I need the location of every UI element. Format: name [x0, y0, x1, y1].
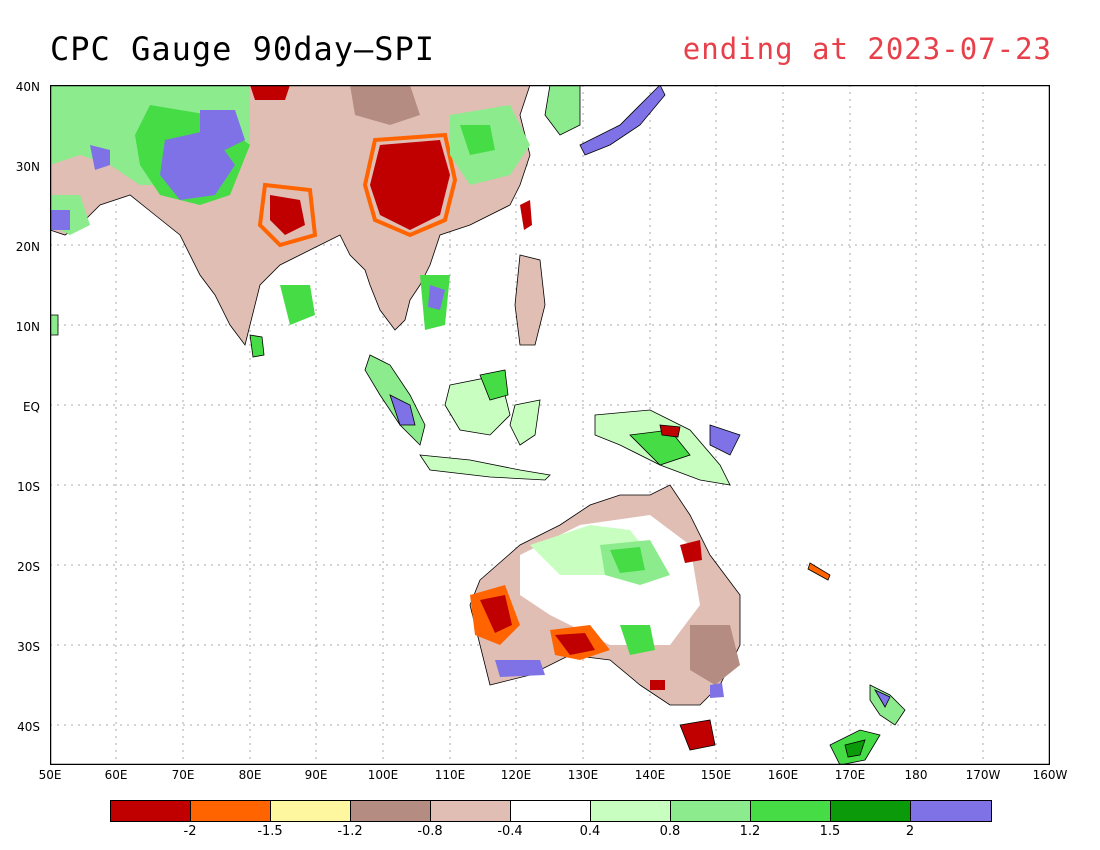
lat-label-30n: 30N	[15, 160, 40, 174]
legend-label: 2	[905, 824, 915, 839]
legend-swatch	[431, 801, 511, 821]
lon-label-80e: 80E	[238, 768, 262, 782]
legend-label: -0.8	[417, 824, 443, 839]
legend-label: -1.5	[257, 824, 283, 839]
lat-label-40n: 40N	[15, 80, 40, 94]
lat-label-10n: 10N	[15, 320, 40, 334]
legend-swatch	[671, 801, 751, 821]
legend-label: -1.2	[337, 824, 363, 839]
legend-swatch	[271, 801, 351, 821]
lat-label-30s: 30S	[17, 640, 40, 654]
legend-swatch	[591, 801, 671, 821]
lon-label-130e: 130E	[567, 768, 599, 782]
legend-label: -0.4	[497, 824, 523, 839]
lon-label-170e: 170E	[834, 768, 866, 782]
lat-label-eq: EQ	[22, 400, 40, 414]
lon-label-50e: 50E	[38, 768, 62, 782]
legend-label: 0.4	[579, 824, 601, 839]
australia-region	[469, 484, 741, 751]
lat-label-20s: 20S	[17, 560, 40, 574]
lon-label-60e: 60E	[104, 768, 128, 782]
small-islands	[50, 314, 265, 358]
lon-label-100e: 100E	[367, 768, 399, 782]
lon-label-90e: 90E	[304, 768, 328, 782]
maritime-continent	[364, 254, 741, 486]
legend-label: 0.8	[659, 824, 681, 839]
map-title: CPC Gauge 90day—SPI	[50, 30, 436, 68]
lon-label-110e: 110E	[434, 768, 466, 782]
spi-map	[50, 85, 1050, 765]
lon-label-140e: 140E	[634, 768, 666, 782]
legend-swatch	[111, 801, 191, 821]
asia-region	[50, 85, 531, 346]
legend-label: 1.5	[819, 824, 841, 839]
new-zealand-region	[807, 562, 906, 765]
legend-swatch	[191, 801, 271, 821]
legend-swatch	[351, 801, 431, 821]
legend-label: 1.2	[739, 824, 761, 839]
legend-swatch	[831, 801, 911, 821]
lat-label-20n: 20N	[15, 240, 40, 254]
lon-label-120e: 120E	[500, 768, 532, 782]
date-subtitle: ending at 2023-07-23	[682, 32, 1052, 66]
japan-region	[520, 85, 666, 230]
lon-label-150e: 150E	[700, 768, 732, 782]
lon-label-160w: 160W	[1032, 768, 1068, 782]
legend-swatch	[911, 801, 991, 821]
lon-label-170w: 170W	[965, 768, 1001, 782]
legend-swatch	[511, 801, 591, 821]
legend-swatch	[751, 801, 831, 821]
map-frame	[50, 85, 1050, 765]
color-legend	[110, 800, 992, 822]
lon-label-160e: 160E	[767, 768, 799, 782]
lon-label-70e: 70E	[171, 768, 195, 782]
legend-label: -2	[183, 824, 197, 839]
lat-label-40s: 40S	[17, 720, 40, 734]
lon-label-180: 180	[904, 768, 928, 782]
lat-label-10s: 10S	[17, 480, 40, 494]
